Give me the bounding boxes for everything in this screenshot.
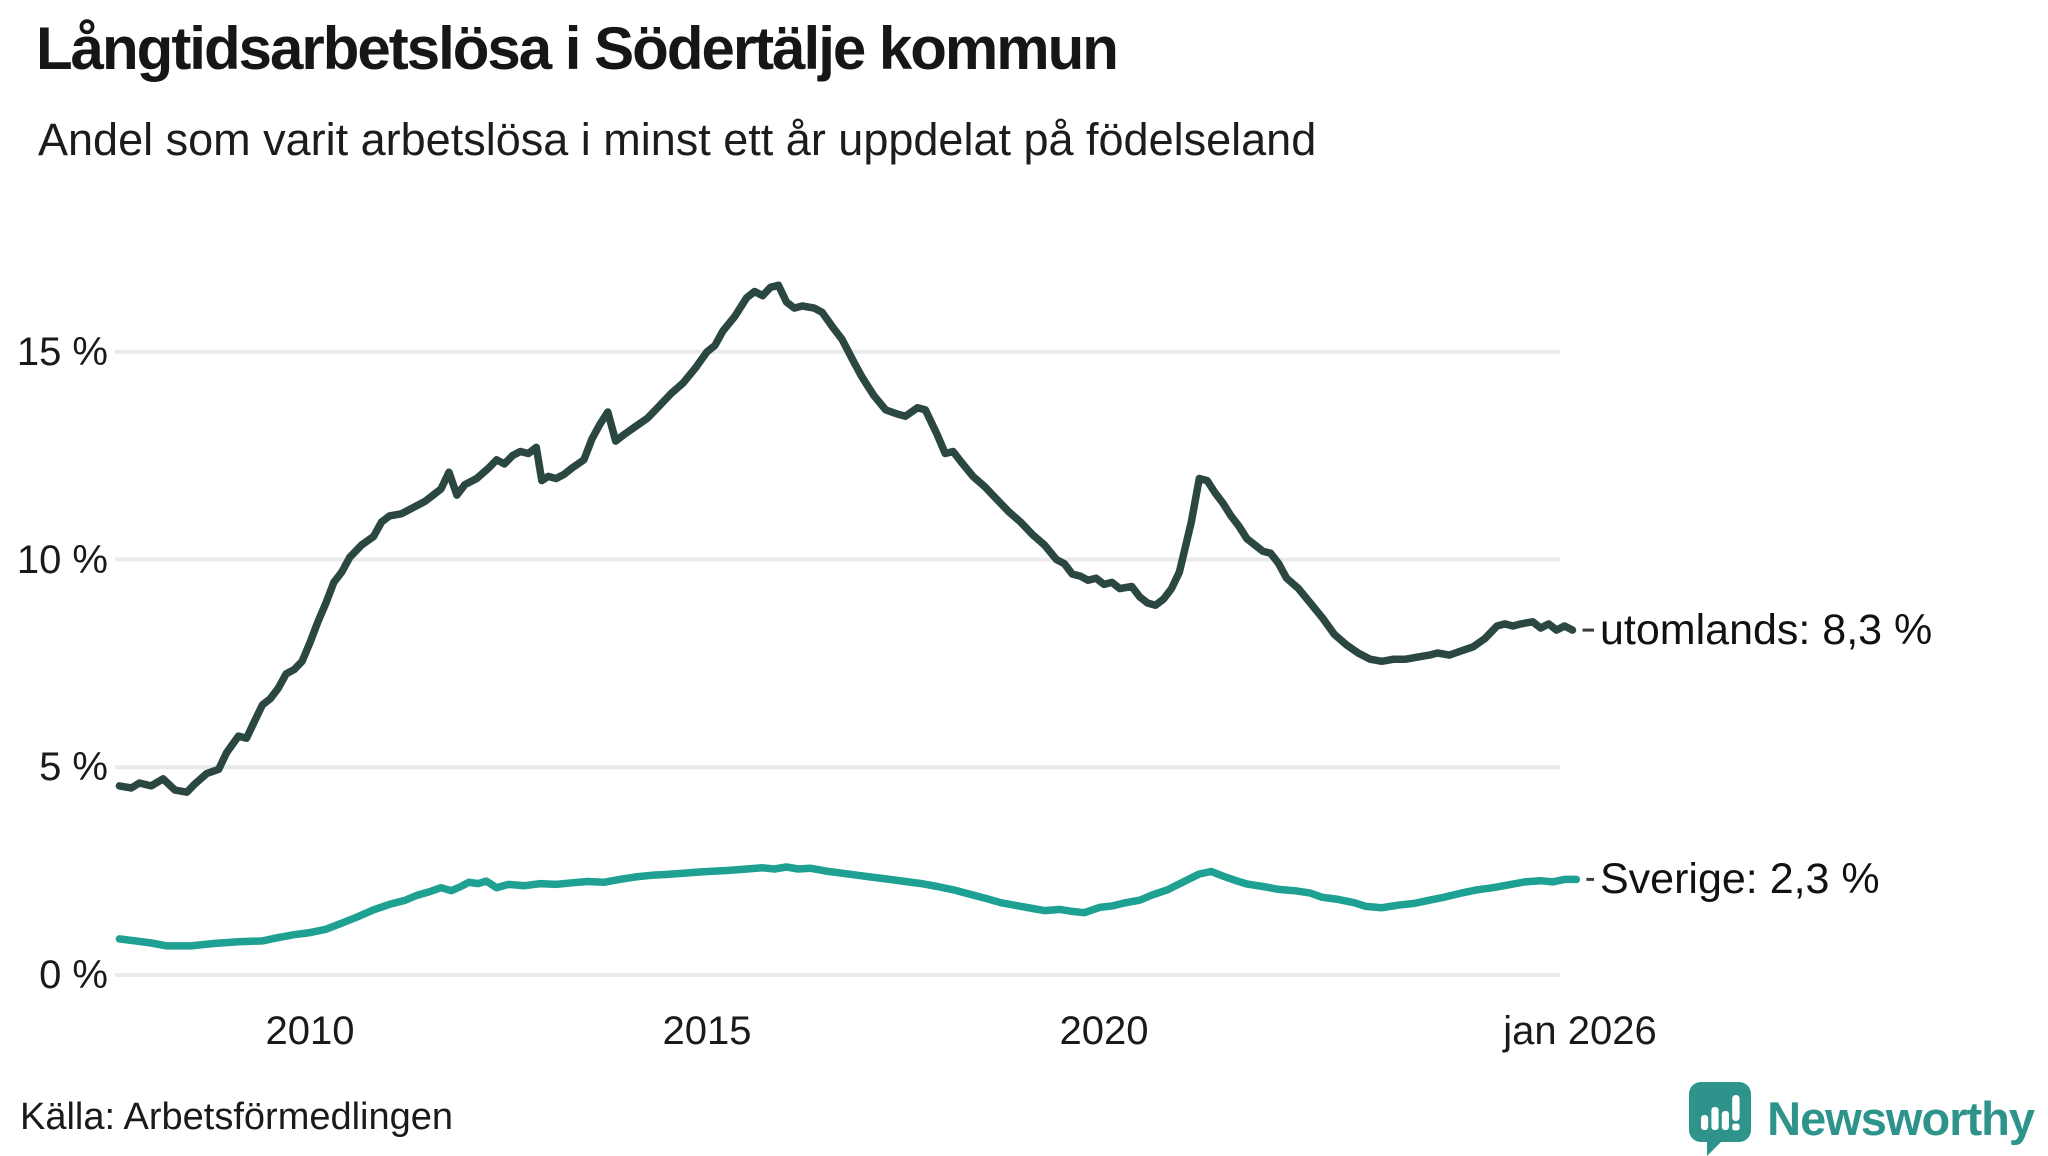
chart-title: Långtidsarbetslösa i Södertälje kommun xyxy=(36,15,1119,82)
y-tick-label-10: 10 % xyxy=(16,538,108,582)
chart-subtitle: Andel som varit arbetslösa i minst ett å… xyxy=(38,114,1317,165)
series-line-utomlands xyxy=(115,281,1577,796)
y-tick-label-5: 5 % xyxy=(39,745,108,789)
y-tick-label-0: 0 % xyxy=(39,953,108,997)
logo-exclamation-dot xyxy=(1732,1123,1740,1131)
newsworthy-logo: Newsworthy xyxy=(1687,1080,2035,1156)
x-tick-label-2010: 2010 xyxy=(265,1009,355,1053)
logo-bar-1 xyxy=(1701,1115,1709,1130)
x-tick-label-2020: 2020 xyxy=(1059,1009,1149,1053)
x-tick-label-2015: 2015 xyxy=(662,1009,752,1053)
series-label-utomlands: utomlands: 8,3 % xyxy=(1600,606,1933,654)
logo-bar-2 xyxy=(1711,1107,1719,1130)
x-tick-label-jan2026: jan 2026 xyxy=(1503,1009,1657,1053)
series-line-Sverige xyxy=(115,863,1581,950)
logo-exclamation-bar xyxy=(1732,1095,1740,1121)
logo-bar-3 xyxy=(1721,1111,1730,1130)
y-tick-label-15: 15 % xyxy=(16,330,108,374)
series-label-sverige: Sverige: 2,3 % xyxy=(1600,855,1880,903)
bar-chart-speech-bubble-icon xyxy=(1689,1082,1752,1156)
newsworthy-wordmark: Newsworthy xyxy=(1767,1091,2035,1145)
source-note: Källa: Arbetsförmedlingen xyxy=(20,1096,454,1138)
